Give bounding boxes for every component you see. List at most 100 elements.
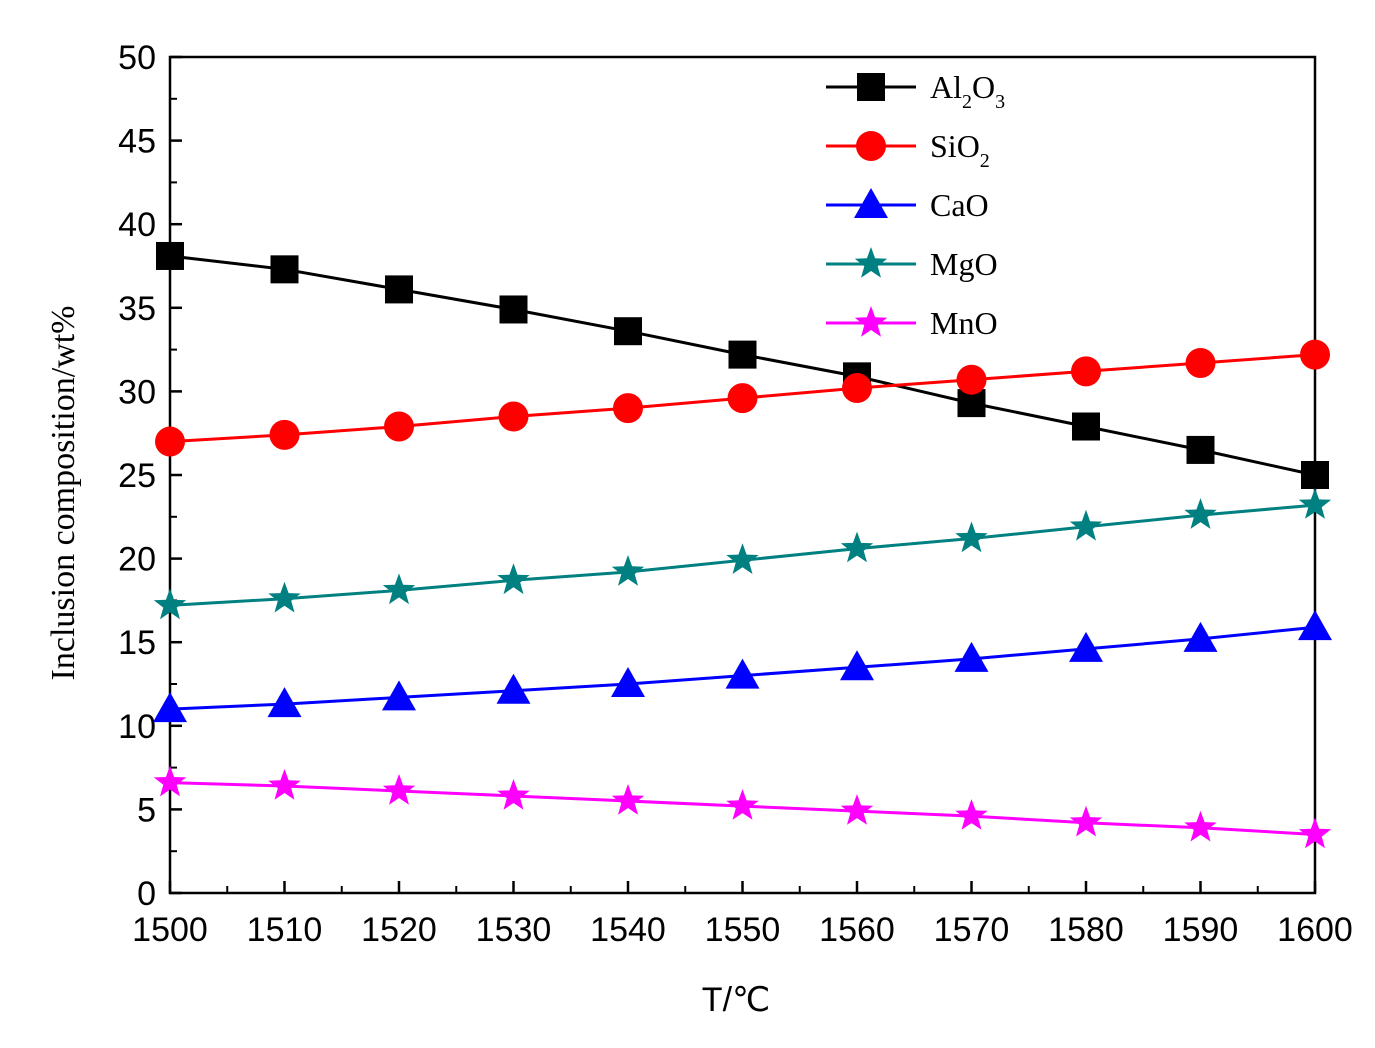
data-point-al2o3 — [1186, 435, 1215, 464]
data-point-mgo — [955, 521, 988, 553]
data-point-cao — [840, 650, 874, 681]
legend-marker-mno — [854, 306, 888, 337]
series-mno — [153, 765, 1332, 849]
x-tick-label: 1540 — [590, 911, 666, 949]
y-tick-label: 20 — [118, 541, 156, 579]
axis-ticks — [168, 55, 1317, 895]
x-tick-label: 1550 — [705, 911, 781, 949]
data-point-mno — [611, 784, 645, 815]
x-tick-label: 1500 — [132, 911, 208, 949]
legend-item-al2o3: Al2O3 — [826, 69, 1005, 113]
data-point-mgo — [1069, 509, 1103, 541]
y-tick-label: 40 — [118, 206, 156, 244]
data-point-cao — [954, 641, 989, 672]
x-tick-label: 1530 — [476, 911, 552, 949]
data-point-cao — [153, 692, 187, 723]
legend-item-mgo: MgO — [826, 246, 998, 282]
data-point-cao — [267, 687, 302, 718]
data-point-mgo — [268, 581, 301, 613]
legend-item-sio2: SiO2 — [826, 128, 990, 172]
data-point-sio2 — [727, 383, 758, 414]
y-tick-label: 15 — [118, 624, 156, 662]
data-point-mgo — [382, 573, 416, 605]
data-point-mno — [840, 794, 874, 825]
data-point-cao — [725, 658, 760, 689]
plot-frame — [168, 55, 1317, 895]
data-point-sio2 — [155, 426, 185, 457]
data-point-cao — [611, 667, 645, 697]
data-point-mgo — [726, 543, 759, 574]
data-point-mgo — [611, 555, 645, 586]
data-point-mgo — [153, 588, 187, 620]
x-tick-label: 1510 — [247, 911, 323, 949]
data-point-mgo — [1184, 498, 1217, 529]
data-point-mgo — [840, 531, 874, 563]
data-point-sio2 — [1300, 339, 1330, 370]
y-tick-label: 35 — [118, 290, 156, 328]
data-point-cao — [382, 680, 416, 711]
legend-marker-al2o3 — [857, 73, 885, 101]
legend-label: MgO — [930, 246, 998, 282]
legend: Al2O3 SiO2 CaO MgO MnO — [826, 69, 1005, 341]
series-layer — [153, 241, 1332, 849]
legend-marker-sio2 — [856, 131, 886, 161]
y-tick-label: 10 — [118, 708, 156, 746]
x-tick-label: 1580 — [1048, 911, 1124, 949]
series-al2o3 — [156, 241, 1329, 489]
data-point-sio2 — [1185, 347, 1216, 378]
x-tick-label: 1570 — [934, 911, 1010, 949]
series-sio2 — [155, 339, 1330, 457]
data-point-cao — [1298, 610, 1332, 641]
axis-tick-labels: 1500 1510 1520 1530 1540 1550 1560 1570 1580 1590… — [118, 39, 1353, 949]
data-point-cao — [1069, 631, 1103, 662]
data-point-al2o3 — [728, 340, 757, 369]
x-axis-title: T/℃ — [702, 981, 770, 1019]
data-point-sio2 — [384, 411, 414, 442]
data-point-mno — [955, 799, 988, 830]
data-point-al2o3 — [1072, 412, 1100, 441]
x-tick-label: 1520 — [361, 911, 437, 949]
y-tick-label: 0 — [137, 875, 156, 913]
legend-item-cao: CaO — [826, 187, 989, 223]
data-point-al2o3 — [614, 317, 642, 346]
data-point-mno — [1298, 817, 1332, 849]
series-mgo — [153, 488, 1332, 620]
legend-marker-cao — [854, 188, 888, 218]
data-point-al2o3 — [156, 241, 184, 270]
data-point-mno — [726, 789, 759, 820]
data-point-cao — [496, 673, 531, 704]
series-cao — [153, 610, 1332, 723]
data-point-mno — [382, 774, 416, 805]
legend-label: SiO2 — [930, 128, 990, 172]
data-point-al2o3 — [499, 295, 528, 324]
data-point-sio2 — [613, 393, 643, 424]
data-point-sio2 — [842, 373, 872, 404]
y-tick-label: 30 — [118, 373, 156, 411]
data-point-mgo — [497, 563, 530, 595]
data-point-al2o3 — [385, 275, 413, 304]
legend-marker-mgo — [854, 247, 888, 278]
data-point-mno — [1069, 805, 1103, 837]
y-tick-label: 5 — [137, 791, 156, 829]
data-point-al2o3 — [1301, 461, 1329, 489]
x-tick-label: 1560 — [819, 911, 895, 949]
y-tick-label: 45 — [118, 123, 156, 161]
data-point-mno — [1184, 810, 1217, 842]
data-point-sio2 — [269, 419, 300, 450]
legend-label: Al2O3 — [930, 69, 1005, 113]
y-axis-title: Inclusion composition/wt% — [45, 306, 82, 681]
data-point-al2o3 — [270, 255, 299, 284]
y-tick-label: 25 — [118, 457, 156, 495]
data-point-sio2 — [498, 401, 529, 432]
legend-label: CaO — [930, 187, 989, 223]
x-tick-label: 1590 — [1163, 911, 1239, 949]
data-point-cao — [1183, 621, 1218, 652]
data-point-mno — [153, 765, 187, 797]
data-point-mgo — [1298, 488, 1332, 519]
legend-label: MnO — [930, 305, 998, 341]
legend-item-mno: MnO — [826, 305, 998, 341]
data-point-mno — [268, 769, 301, 800]
data-point-mno — [497, 779, 530, 810]
x-tick-label: 1600 — [1277, 911, 1353, 949]
